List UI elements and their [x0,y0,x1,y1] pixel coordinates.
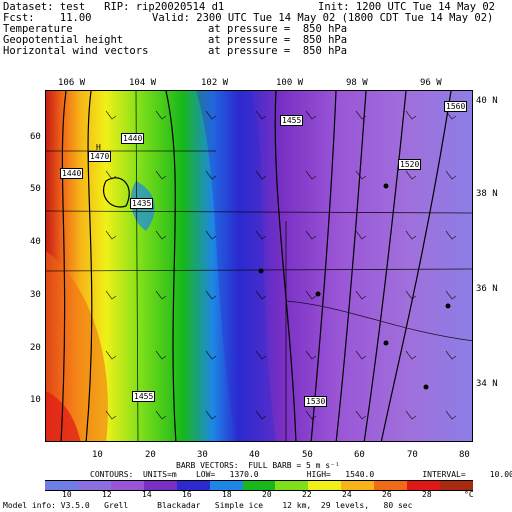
high-marker: H [96,143,101,152]
colorbar-label: 22 [302,490,312,499]
colorbar-label: 12 [102,490,112,499]
lat-label-36n: 36 N [476,284,498,294]
fcst-line: Fcst: 11.00 [3,12,92,24]
colorbar-swatch [341,480,375,491]
lon-label-100w: 100 W [276,78,304,88]
colorbar-label: 24 [342,490,352,499]
lat-label-38n: 38 N [476,189,498,199]
x-tick-30: 30 [197,450,208,460]
lon-label-106w: 106 W [58,78,86,88]
x-tick-50: 50 [302,450,313,460]
colorbar-swatch [242,480,276,491]
init-line: Init: 1200 UTC Tue 14 May 02 [318,1,496,13]
x-tick-20: 20 [145,450,156,460]
colorbar-swatch [209,480,243,491]
x-tick-70: 70 [407,450,418,460]
field-level-wind: at pressure = 850 hPa [208,45,348,57]
contour-label: 1530 [304,396,328,407]
colorbar-label: 14 [142,490,152,499]
lon-label-96w: 96 W [420,78,442,88]
contour-label: 1455 [132,391,156,402]
contour-label: 1520 [398,159,422,170]
dataset-line: Dataset: test RIP: rip20020514 d1 [3,1,225,13]
x-tick-80: 80 [459,450,470,460]
colorbar-swatch [275,480,309,491]
barb-vectors-caption: BARB VECTORS: FULL BARB = 5 m s⁻¹ [176,461,340,470]
lon-label-104w: 104 W [129,78,157,88]
colorbar-swatch [176,480,210,491]
lon-label-102w: 102 W [201,78,229,88]
colorbar-label: 16 [182,490,192,499]
y-tick-20: 20 [30,343,41,353]
field-level-height: at pressure = 850 hPa [208,34,348,46]
x-tick-40: 40 [249,450,260,460]
colorbar-label: 18 [222,490,232,499]
colorbar-label: 26 [382,490,392,499]
colorbar-swatch [110,480,144,491]
valid-line: Valid: 2300 UTC Tue 14 May 02 (1800 CDT … [152,12,494,24]
contour-label: 1440 [121,133,145,144]
contours-caption: CONTOURS: UNITS=m LOW= 1370.0 HIGH= 1540… [90,470,512,479]
colorbar-label: 28 [422,490,432,499]
temperature-map: 1440 1470 1440 1435 1455 1560 1520 1530 … [45,90,473,442]
field-name-wind: Horizontal wind vectors [3,45,149,57]
field-level-temperature: at pressure = 850 hPa [208,23,348,35]
field-name-height: Geopotential height [3,34,124,46]
colorbar-label: 20 [262,490,272,499]
colorbar-swatch [77,480,111,491]
colorbar-swatch [440,480,474,491]
y-tick-40: 40 [30,237,41,247]
lon-label-98w: 98 W [346,78,368,88]
colorbar-label: 10 [62,490,72,499]
model-info: Model info: V3.5.0 Grell Blackadar Simpl… [3,501,413,510]
map-canvas [46,91,472,441]
x-tick-10: 10 [92,450,103,460]
colorbar-swatch [45,480,78,491]
contour-label: 1440 [60,168,84,179]
colorbar-swatch [407,480,441,491]
contour-label: 1435 [130,198,154,209]
y-tick-10: 10 [30,395,41,405]
field-name-temperature: Temperature [3,23,73,35]
contour-label: 1455 [280,115,304,126]
colorbar-swatch [374,480,408,491]
x-tick-60: 60 [354,450,365,460]
y-tick-30: 30 [30,290,41,300]
lat-label-40n: 40 N [476,96,498,106]
colorbar-swatch [308,480,342,491]
lat-label-34n: 34 N [476,379,498,389]
y-tick-60: 60 [30,132,41,142]
colorbar-swatch [143,480,177,491]
contour-label: 1470 [88,151,112,162]
contour-label: 1560 [444,101,468,112]
colorbar-unit: °C [464,490,474,499]
y-tick-50: 50 [30,184,41,194]
